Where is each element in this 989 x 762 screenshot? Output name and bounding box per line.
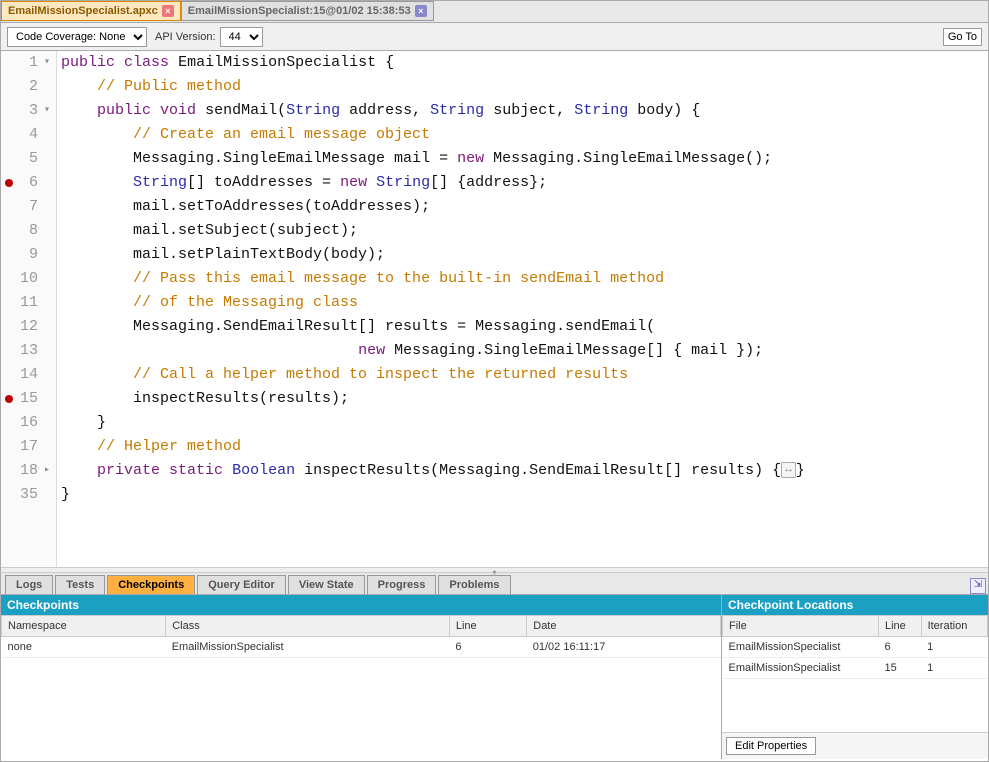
bottom-tabs: LogsTestsCheckpointsQuery EditorView Sta…	[1, 573, 988, 595]
code-line[interactable]: // Public method	[61, 75, 988, 99]
line-number[interactable]: 8	[1, 219, 52, 243]
code-line[interactable]: mail.setToAddresses(toAddresses);	[61, 195, 988, 219]
cell: EmailMissionSpecialist	[723, 658, 879, 679]
code-line[interactable]: public void sendMail(String address, Str…	[61, 99, 988, 123]
checkpoint-locations-panel: Checkpoint Locations FileLineIteration E…	[722, 595, 988, 759]
bottom-tab-view-state[interactable]: View State	[288, 575, 365, 594]
column-header[interactable]: Namespace	[2, 616, 166, 637]
column-header[interactable]: Line	[879, 616, 922, 637]
code-line[interactable]: Messaging.SendEmailResult[] results = Me…	[61, 315, 988, 339]
tab-file-log[interactable]: EmailMissionSpecialist:15@01/02 15:38:53…	[181, 1, 434, 21]
line-number[interactable]: 18	[1, 459, 52, 483]
bottom-tab-progress[interactable]: Progress	[367, 575, 437, 594]
cell: 01/02 16:11:17	[527, 637, 721, 658]
line-number[interactable]: 3	[1, 99, 52, 123]
table-row[interactable]: EmailMissionSpecialist151	[723, 658, 988, 679]
line-number[interactable]: 15	[1, 387, 52, 411]
panel-footer: Edit Properties	[722, 732, 988, 759]
gutter: 12345678910111213141516171835	[1, 51, 57, 567]
bottom-tab-checkpoints[interactable]: Checkpoints	[107, 575, 195, 594]
code-line[interactable]: String[] toAddresses = new String[] {add…	[61, 171, 988, 195]
line-number[interactable]: 17	[1, 435, 52, 459]
locations-grid[interactable]: FileLineIteration EmailMissionSpecialist…	[722, 615, 988, 732]
bottom-tab-logs[interactable]: Logs	[5, 575, 53, 594]
line-number[interactable]: 12	[1, 315, 52, 339]
bottom-tab-tests[interactable]: Tests	[55, 575, 105, 594]
column-header[interactable]: Class	[166, 616, 450, 637]
close-icon[interactable]: ×	[162, 5, 174, 17]
column-header[interactable]: File	[723, 616, 879, 637]
column-header[interactable]: Iteration	[921, 616, 987, 637]
code-line[interactable]: new Messaging.SingleEmailMessage[] { mai…	[61, 339, 988, 363]
column-header[interactable]: Line	[449, 616, 526, 637]
line-number[interactable]: 1	[1, 51, 52, 75]
code-line[interactable]: // Pass this email message to the built-…	[61, 267, 988, 291]
table-row[interactable]: noneEmailMissionSpecialist601/02 16:11:1…	[2, 637, 721, 658]
api-version-label: API Version:	[155, 31, 216, 43]
code-line[interactable]: mail.setPlainTextBody(body);	[61, 243, 988, 267]
line-number[interactable]: 2	[1, 75, 52, 99]
cell: 15	[879, 658, 922, 679]
table-row[interactable]: EmailMissionSpecialist61	[723, 637, 988, 658]
panel-header: Checkpoints	[1, 595, 721, 615]
line-number[interactable]: 14	[1, 363, 52, 387]
checkpoints-panel: Checkpoints NamespaceClassLineDate noneE…	[1, 595, 722, 759]
line-number[interactable]: 5	[1, 147, 52, 171]
code-line[interactable]: inspectResults(results);	[61, 387, 988, 411]
line-number[interactable]: 11	[1, 291, 52, 315]
cell: 1	[921, 637, 987, 658]
tab-label: EmailMissionSpecialist.apxc	[8, 5, 158, 17]
line-number[interactable]: 6	[1, 171, 52, 195]
tab-label: EmailMissionSpecialist:15@01/02 15:38:53	[188, 5, 411, 17]
code-line[interactable]: public class EmailMissionSpecialist {	[61, 51, 988, 75]
code-line[interactable]: // Call a helper method to inspect the r…	[61, 363, 988, 387]
code-line[interactable]: }	[61, 411, 988, 435]
goto-button[interactable]: Go To	[943, 28, 982, 46]
code-coverage-select[interactable]: Code Coverage: None	[7, 27, 147, 47]
code-editor[interactable]: 12345678910111213141516171835 public cla…	[1, 51, 988, 567]
close-icon[interactable]: ×	[415, 5, 427, 17]
line-number[interactable]: 4	[1, 123, 52, 147]
cell: EmailMissionSpecialist	[723, 637, 879, 658]
code-line[interactable]: // of the Messaging class	[61, 291, 988, 315]
line-number[interactable]: 10	[1, 267, 52, 291]
code-area[interactable]: public class EmailMissionSpecialist { //…	[57, 51, 988, 567]
code-line[interactable]: }	[61, 483, 988, 507]
bottom-tab-problems[interactable]: Problems	[438, 575, 510, 594]
bottom-tab-query-editor[interactable]: Query Editor	[197, 575, 286, 594]
panel-header: Checkpoint Locations	[722, 595, 988, 615]
cell: 6	[449, 637, 526, 658]
expand-icon[interactable]: ⇲	[970, 578, 986, 594]
code-line[interactable]: private static Boolean inspectResults(Me…	[61, 459, 988, 483]
cell: 6	[879, 637, 922, 658]
column-header[interactable]: Date	[527, 616, 721, 637]
editor-toolbar: Code Coverage: None API Version: 44 Go T…	[1, 23, 988, 51]
cell: 1	[921, 658, 987, 679]
cell: none	[2, 637, 166, 658]
line-number[interactable]: 13	[1, 339, 52, 363]
edit-properties-button[interactable]: Edit Properties	[726, 737, 816, 755]
code-line[interactable]: // Helper method	[61, 435, 988, 459]
checkpoints-grid[interactable]: NamespaceClassLineDate noneEmailMissionS…	[1, 615, 721, 759]
line-number[interactable]: 35	[1, 483, 52, 507]
code-line[interactable]: mail.setSubject(subject);	[61, 219, 988, 243]
cell: EmailMissionSpecialist	[166, 637, 450, 658]
tab-file-active[interactable]: EmailMissionSpecialist.apxc ×	[1, 1, 181, 21]
bottom-panels: Checkpoints NamespaceClassLineDate noneE…	[1, 595, 988, 759]
api-version-select[interactable]: 44	[220, 27, 263, 47]
file-tabs: EmailMissionSpecialist.apxc × EmailMissi…	[1, 1, 988, 23]
code-line[interactable]: // Create an email message object	[61, 123, 988, 147]
line-number[interactable]: 9	[1, 243, 52, 267]
line-number[interactable]: 16	[1, 411, 52, 435]
code-line[interactable]: Messaging.SingleEmailMessage mail = new …	[61, 147, 988, 171]
line-number[interactable]: 7	[1, 195, 52, 219]
